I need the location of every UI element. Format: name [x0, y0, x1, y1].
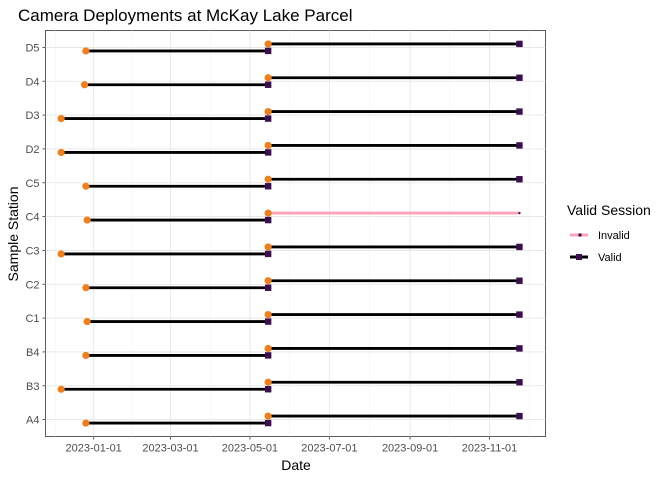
end-point	[264, 284, 272, 291]
y-tick-label: D2	[25, 144, 39, 156]
end-point	[264, 250, 272, 258]
y-tick-label: D4	[25, 76, 39, 88]
end-point	[264, 47, 272, 55]
start-point	[82, 351, 90, 360]
end-point	[264, 352, 272, 359]
start-point	[82, 182, 90, 190]
y-tick-label: C1	[25, 313, 39, 325]
start-point	[264, 310, 272, 319]
end-point	[516, 243, 523, 251]
start-point	[264, 40, 272, 48]
y-tick-label: B4	[26, 347, 39, 359]
x-tick-label: 2023-07-01	[301, 443, 357, 455]
deployment-points	[57, 40, 523, 427]
y-tick-label: C4	[25, 212, 39, 224]
y-axis: A4 B3 B4 C1 C2 C3 C4 C5 D2 D3 D4 D5	[25, 42, 46, 427]
y-tick-label: C2	[25, 279, 39, 291]
end-point	[264, 386, 272, 393]
start-point	[264, 141, 272, 150]
legend: Valid Session Invalid Valid	[567, 202, 651, 269]
plot-panel	[45, 30, 546, 437]
start-point	[264, 378, 272, 386]
end-point	[516, 345, 523, 352]
start-point	[264, 175, 272, 183]
legend-label-valid: Valid	[598, 252, 622, 264]
end-point	[518, 212, 521, 215]
y-tick-label: C5	[25, 178, 39, 190]
end-point	[264, 81, 272, 88]
start-point	[57, 114, 65, 123]
x-axis-title: Date	[281, 457, 311, 473]
legend-title: Valid Session	[567, 202, 651, 218]
start-point	[82, 47, 90, 55]
end-point	[516, 379, 523, 386]
start-point	[82, 419, 90, 427]
y-tick-label: A4	[26, 415, 39, 427]
end-point	[516, 412, 523, 420]
end-point	[516, 40, 523, 48]
start-point	[82, 284, 90, 292]
start-point	[57, 148, 65, 157]
x-tick-label: 2023-05-01	[222, 443, 278, 455]
start-point	[264, 243, 272, 251]
end-point	[264, 318, 272, 325]
y-tick-label: B3	[26, 381, 39, 393]
y-tick-label: C3	[25, 245, 39, 257]
end-point	[516, 108, 523, 115]
end-point	[264, 419, 272, 427]
x-tick-label: 2023-09-01	[382, 443, 438, 455]
y-tick-label: D3	[25, 110, 39, 122]
end-point	[516, 176, 523, 183]
start-point	[57, 385, 65, 393]
legend-key-invalid-marker	[578, 233, 582, 237]
deployment-segments	[61, 42, 520, 425]
start-point	[80, 81, 89, 89]
x-tick-label: 2023-01-01	[66, 443, 122, 455]
start-point	[264, 412, 272, 420]
y-tick-label: D5	[25, 42, 39, 54]
y-axis-title: Sample Station	[5, 187, 21, 282]
x-axis: 2023-01-01 2023-03-01 2023-05-01 2023-07-01…	[66, 436, 517, 455]
x-tick-label: 2023-03-01	[142, 443, 198, 455]
end-point	[264, 183, 272, 190]
end-point	[264, 216, 272, 224]
start-point	[264, 344, 272, 353]
grid-lines	[45, 30, 546, 437]
legend-label-invalid: Invalid	[598, 230, 630, 242]
end-point	[264, 149, 272, 156]
start-point	[83, 216, 91, 224]
end-point	[516, 311, 523, 318]
end-point	[516, 74, 523, 81]
start-point	[264, 209, 272, 217]
start-point	[264, 74, 272, 82]
x-tick-label: 2023-11-01	[462, 443, 517, 455]
start-point	[83, 317, 91, 326]
start-point	[264, 107, 272, 116]
legend-key-valid-marker	[576, 254, 582, 260]
chart-title: Camera Deployments at McKay Lake Parcel	[18, 6, 352, 25]
end-point	[264, 115, 272, 122]
start-point	[264, 277, 272, 285]
end-point	[516, 277, 523, 284]
start-point	[57, 250, 65, 258]
end-point	[516, 142, 523, 149]
